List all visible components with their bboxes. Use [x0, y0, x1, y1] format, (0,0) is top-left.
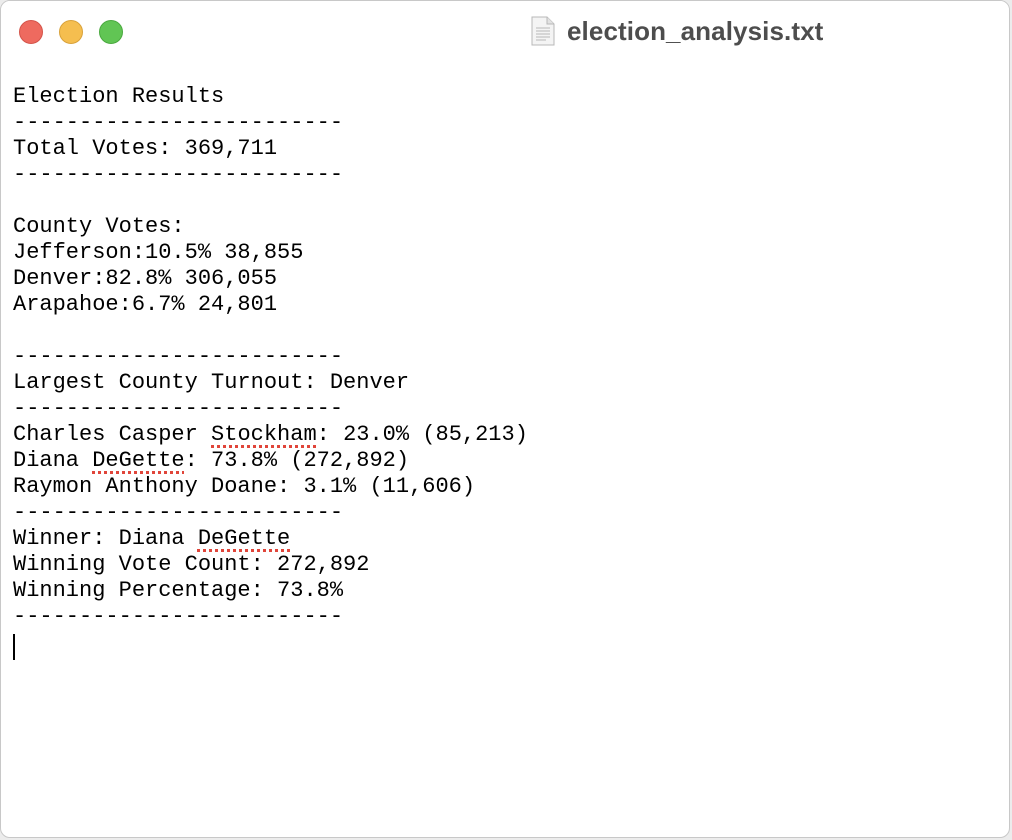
candidate-line-stockham: Charles Casper Stockham: 23.0% (85,213) [13, 422, 993, 448]
candidate-text: Charles Casper [13, 422, 212, 447]
close-window-button[interactable] [19, 20, 43, 44]
divider-line: ------------------------- [13, 604, 344, 629]
misspelled-word[interactable]: DeGette [92, 448, 185, 473]
text-document-icon[interactable] [529, 16, 557, 46]
window-title: election_analysis.txt [567, 15, 824, 46]
largest-county-line: Largest County Turnout: Denver [13, 370, 410, 395]
candidate-line-degette: Diana DeGette: 73.8% (272,892) [13, 448, 993, 474]
divider-line: ------------------------- [13, 344, 344, 369]
winning-vote-count-line: Winning Vote Count: 272,892 [13, 552, 370, 577]
minimize-window-button[interactable] [59, 20, 83, 44]
divider-line: ------------------------- [13, 110, 344, 135]
divider-line: ------------------------- [13, 500, 344, 525]
misspelled-word[interactable]: Stockham [211, 422, 317, 447]
winner-label: Winner: Diana [13, 526, 198, 551]
divider-line: ------------------------- [13, 162, 344, 187]
blank-line [13, 318, 993, 344]
blank-line [13, 188, 993, 214]
window-title-group: election_analysis.txt [529, 15, 823, 47]
winner-line: Winner: Diana DeGette [13, 526, 993, 552]
county-line-jefferson: Jefferson:10.5% 38,855 [13, 240, 304, 265]
text-cursor [13, 634, 15, 660]
misspelled-word[interactable]: DeGette [197, 526, 291, 551]
total-votes-line: Total Votes: 369,711 [13, 136, 278, 161]
cursor-line [13, 630, 993, 660]
candidate-result: : 73.8% (272,892) [184, 448, 410, 473]
title-bar[interactable]: election_analysis.txt [1, 1, 1009, 63]
county-line-denver: Denver:82.8% 306,055 [13, 266, 278, 291]
divider-line: ------------------------- [13, 396, 344, 421]
county-line-arapahoe: Arapahoe:6.7% 24,801 [13, 292, 278, 317]
text-editor-area[interactable]: Election Results -----------------------… [13, 84, 993, 824]
winning-percentage-line: Winning Percentage: 73.8% [13, 578, 344, 603]
county-votes-heading: County Votes: [13, 214, 185, 239]
zoom-window-button[interactable] [99, 20, 123, 44]
candidate-result: : 23.0% (85,213) [316, 422, 528, 447]
results-heading: Election Results [13, 84, 225, 109]
candidate-line-doane: Raymon Anthony Doane: 3.1% (11,606) [13, 474, 476, 499]
candidate-text: Diana [13, 448, 93, 473]
